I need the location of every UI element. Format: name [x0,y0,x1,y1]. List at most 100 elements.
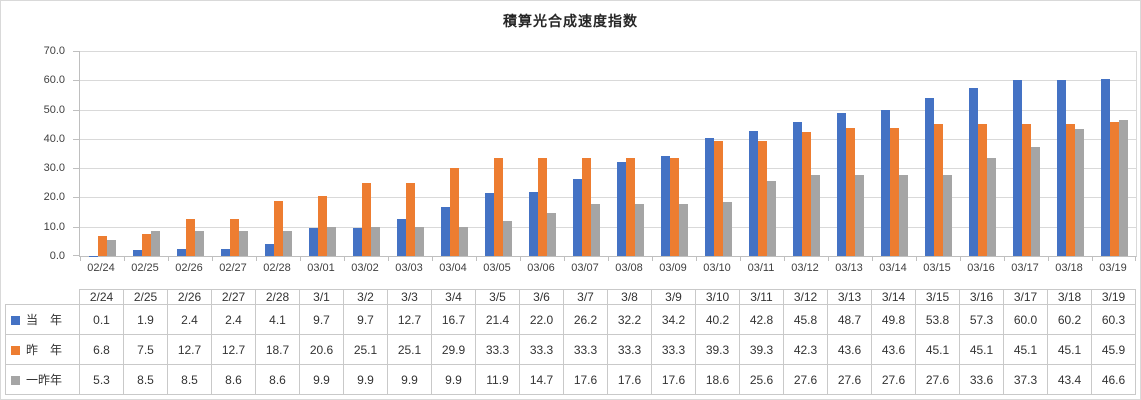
table-col-header: 3/17 [1003,289,1048,305]
table-cell: 39.3 [695,334,740,365]
x-axis-label: 03/13 [835,262,863,274]
table-cell: 48.7 [827,304,872,335]
legend-cell: 昨 年 [5,334,80,365]
bar-group [608,51,652,256]
table-col-header: 2/26 [167,289,212,305]
table-cell: 57.3 [959,304,1004,335]
table-cell: 33.3 [519,334,564,365]
bar [264,244,274,256]
bar [669,158,679,256]
x-axis-tick [256,257,257,261]
bar [704,138,714,256]
bar [537,158,547,256]
bar [766,181,776,256]
chart-title: 積算光合成速度指数 [503,13,638,29]
table-cell: 60.0 [1003,304,1048,335]
bar [502,221,512,256]
bar [1100,79,1110,256]
bar [590,204,600,256]
table-cell: 17.6 [563,364,608,395]
x-axis-tick [960,257,961,261]
x-axis: 02/24 02/25 02/26 02/27 02/28 03/01 03/02 03/03… [79,262,1135,274]
bar [396,218,406,256]
bar [977,123,987,256]
bar-group [784,51,828,256]
table-cell: 32.2 [607,304,652,335]
legend-label: 一昨年 [26,373,63,387]
bar [616,161,626,256]
bar-group [212,51,256,256]
table-cell: 43.6 [827,334,872,365]
bar [678,204,688,256]
y-axis-tick [73,51,80,52]
bar-group [80,51,124,256]
bar [440,207,450,256]
table-cell: 49.8 [871,304,916,335]
bar-group [124,51,168,256]
legend-cell: 当 年 [5,304,80,335]
bar [748,130,758,256]
y-axis-tick [73,138,80,140]
bar [141,234,151,256]
bar [1109,121,1119,256]
bar [282,230,292,256]
bar [1065,123,1075,256]
table-col-header: 3/7 [563,289,608,305]
bar [326,227,336,256]
table-cell: 2.4 [167,304,212,335]
bar [132,250,142,256]
bar [352,227,362,256]
bar [968,88,978,256]
x-axis-label: 03/14 [879,262,907,274]
table-cell: 18.6 [695,364,740,395]
x-axis-tick [696,257,697,261]
y-axis-tick [73,80,80,82]
table-cell: 45.9 [1091,334,1136,365]
y-gridline [80,138,1136,140]
table-cell: 7.5 [123,334,168,365]
bar-group [828,51,872,256]
table-col-header: 3/18 [1047,289,1092,305]
bar [660,155,670,256]
table-cell: 8.5 [123,364,168,395]
bar-group [1048,51,1092,256]
data-table: 2/24 2/25 2/26 2/27 2/28 3/1 3/2 3/3 3/4 3/5 3/6 3/… [5,289,1136,395]
y-gridline [80,197,1136,199]
plot-area [73,51,1137,261]
table-corner-cell [6,290,80,305]
table-cell: 42.3 [783,334,828,365]
legend-label: 当 年 [26,313,63,327]
table-col-header: 2/28 [255,289,300,305]
x-axis-tick [124,257,125,261]
bar [898,175,908,256]
bar [273,201,283,256]
table-cell: 37.3 [1003,364,1048,395]
x-axis-label: 02/24 [87,262,115,274]
table-cell: 42.8 [739,304,784,335]
table-cell: 46.6 [1091,364,1136,395]
table-cell: 11.9 [475,364,520,395]
x-axis-label: 03/05 [483,262,511,274]
bar [634,204,644,256]
table-cell: 25.1 [387,334,432,365]
y-axis-tick [73,109,80,111]
y-axis-label: 40.0 [43,132,65,145]
table-cell: 6.8 [79,334,124,365]
table-cell: 27.6 [915,364,960,395]
bar-group [1004,51,1048,256]
table-col-header: 3/15 [915,289,960,305]
y-axis-label: 0.0 [49,250,65,262]
y-axis-label: 20.0 [43,191,65,204]
legend-label: 昨 年 [26,343,63,357]
table-cell: 53.8 [915,304,960,335]
table-cell: 9.9 [431,364,476,395]
table-cell: 1.9 [123,304,168,335]
table-col-header: 3/4 [431,289,476,305]
x-axis-tick [652,257,653,261]
x-axis-tick [168,257,169,261]
bar [493,158,503,256]
x-axis-label: 03/03 [395,262,423,274]
x-axis-tick [872,257,873,261]
x-axis-label: 03/19 [1099,262,1127,274]
x-axis-label: 03/08 [615,262,643,274]
